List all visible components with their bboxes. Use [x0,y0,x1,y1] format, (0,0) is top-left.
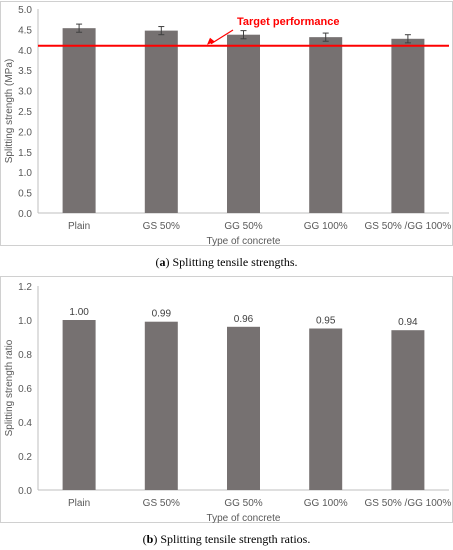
data-label: 1.00 [69,307,89,318]
chart-a-svg: 0.0 0.5 1.0 1.5 2.0 2.5 3.0 3.5 4.0 4.5 5.0 Plain GS… [4,5,452,247]
y-tick-label: 1.0 [18,168,32,179]
caption-b: (b) Splitting tensile strength ratios. [142,532,311,546]
caption-b-label: b [146,532,154,546]
data-label: 0.95 [316,316,336,327]
y-tick-label: 0.5 [18,189,32,200]
bar [309,37,343,213]
y-axis-title: Splitting strength ratio [4,339,15,436]
target-performance-label: Target performance [237,16,340,28]
y-tick-label: 4.5 [18,25,32,36]
x-tick-label: Plain [68,221,90,232]
y-tick-label: 0.4 [18,418,32,429]
data-label: 0.99 [152,309,172,320]
y-tick-label: 4.0 [18,46,32,57]
y-tick-label: 0.0 [18,209,32,220]
bar [144,30,178,214]
x-tick-label: GS 50% [143,221,180,232]
data-label: 0.96 [234,314,254,325]
y-tick-label: 3.0 [18,87,32,98]
data-label: 0.94 [398,317,418,328]
caption-a-label: a [159,255,166,269]
bar [227,34,260,214]
y-tick-label: 1.2 [18,282,32,293]
x-axis-title: Type of concrete [207,236,281,247]
x-tick-label: GS 50% /GG 100% [365,498,452,509]
x-tick-label: GG 50% [224,221,262,232]
caption-a-text: Splitting tensile strengths. [172,255,298,269]
bar [309,328,343,490]
chart-b-svg: 0.0 0.2 0.4 0.6 0.8 1.0 1.2 1.00 Plain 0.99 GS 50%… [4,282,452,524]
target-pointer-line [210,29,234,45]
y-tick-label: 0.2 [18,452,32,463]
x-tick-label: GG 50% [224,498,262,509]
y-tick-label: 0.0 [18,486,32,497]
y-tick-label: 2.5 [18,107,32,118]
y-tick-label: 1.5 [18,148,32,159]
y-axis-title: Splitting strength (MPa) [4,59,15,164]
caption-b-text: Splitting tensile strength ratios. [160,532,311,546]
chart-panel-a: 0.0 0.5 1.0 1.5 2.0 2.5 3.0 3.5 4.0 4.5 5.0 Plain GS… [0,1,453,247]
y-tick-label: 3.5 [18,66,32,77]
x-tick-label: GS 50% /GG 100% [365,221,452,232]
caption-a: (a) Splitting tensile strengths. [155,255,298,269]
x-tick-label: Plain [68,498,90,509]
bar [62,28,96,214]
x-tick-label: GG 100% [304,221,348,232]
y-tick-label: 0.6 [18,384,32,395]
bar [144,321,178,490]
y-tick-label: 0.8 [18,350,32,361]
y-tick-label: 1.0 [18,316,32,327]
bar [391,38,425,214]
x-tick-label: GS 50% [143,498,180,509]
target-arrow-icon [207,37,215,45]
bar [227,326,260,490]
bar [62,320,96,490]
y-tick-label: 5.0 [18,5,32,16]
x-axis-title: Type of concrete [207,513,281,524]
y-tick-label: 2.0 [18,127,32,138]
x-tick-label: GG 100% [304,498,348,509]
chart-panel-b: 0.0 0.2 0.4 0.6 0.8 1.0 1.2 1.00 Plain 0.99 GS 50%… [0,276,453,524]
bar [391,330,425,490]
